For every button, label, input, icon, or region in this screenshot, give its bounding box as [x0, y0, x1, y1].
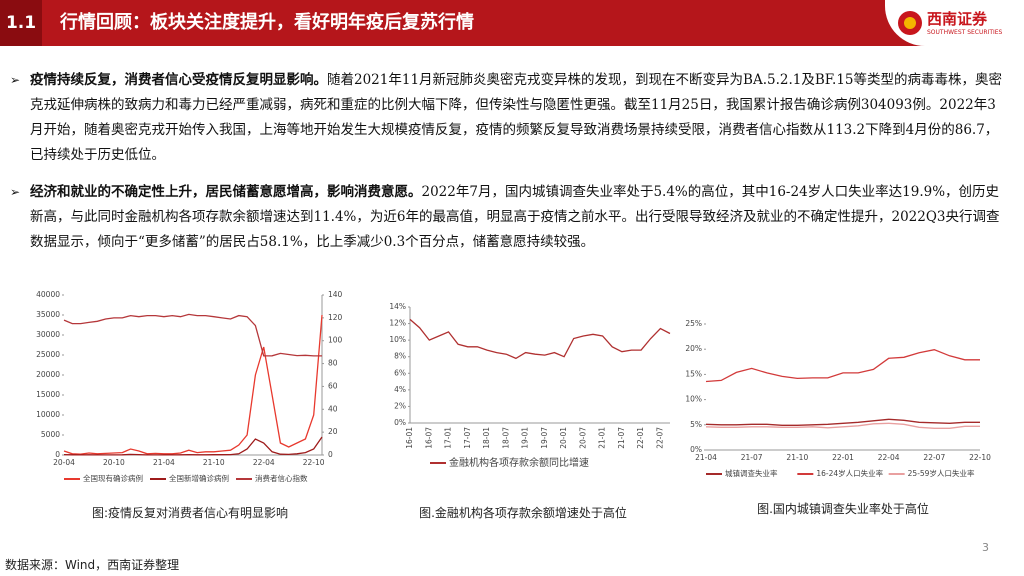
- y-tick-label: 20000: [36, 370, 60, 379]
- y-tick-label: 8%: [394, 352, 406, 361]
- bullet-lead: 经济和就业的不确定性上升，居民储蓄意愿增高，影响消费意愿。: [30, 184, 422, 200]
- x-tick-label: 20-01: [559, 427, 568, 449]
- x-tick-label: 22-07: [655, 427, 664, 449]
- x-tick-label: 20-04: [53, 458, 75, 467]
- chart-caption: 图:疫情反复对消费者信心有明显影响: [91, 506, 289, 520]
- data-line: [705, 418, 980, 426]
- y-tick-label: 5%: [690, 420, 702, 429]
- y-tick-label: 140: [328, 290, 343, 299]
- data-line: [409, 318, 671, 360]
- y-tick-label: 35000: [36, 310, 60, 319]
- x-tick-label: 17-07: [463, 427, 472, 449]
- x-tick-label: 18-07: [501, 427, 510, 449]
- x-tick-label: 16-07: [424, 427, 433, 449]
- y-tick-label: 6%: [394, 368, 406, 377]
- x-tick-label: 19-07: [540, 427, 549, 449]
- bullet-lead: 疫情持续反复，消费者信心受疫情反复明显影响。: [30, 72, 327, 88]
- bullet-text: 随着2021年11月新冠肺炎奥密克戎变异株的发现，到现在不断变异为BA.5.2.…: [30, 72, 1002, 163]
- y-tick-label: 0%: [394, 418, 406, 427]
- y-tick-label: 0: [55, 450, 60, 459]
- y-tick-label: 2%: [394, 401, 406, 410]
- bullet: ➢ 经济和就业的不确定性上升，居民储蓄意愿增高，影响消费意愿。2022年7月，国内…: [10, 184, 1000, 250]
- x-tick-label: 21-04: [153, 458, 175, 467]
- x-tick-label: 21-07: [741, 453, 763, 462]
- x-tick-label: 21-01: [598, 427, 607, 449]
- y-tick-label: 60: [328, 381, 338, 390]
- x-tick-label: 21-04: [695, 453, 717, 462]
- data-line: [705, 349, 980, 383]
- chart-caption: 图.国内城镇调查失业率处于高位: [757, 502, 929, 516]
- bullet-text: 2022年7月，国内城镇调查失业率处于5.4%的高位，其中16-24岁人口失业率…: [30, 184, 1000, 250]
- legend-label: 全国现有确诊病例: [83, 473, 143, 483]
- legend-label: 25-59岁人口失业率: [908, 468, 975, 478]
- legend-label: 16-24岁人口失业率: [816, 468, 883, 478]
- page-number: 3: [982, 541, 989, 554]
- y-tick-label: 80: [328, 359, 338, 368]
- y-tick-label: 100: [328, 336, 343, 345]
- data-line: [63, 313, 322, 357]
- header-bar: [0, 0, 1024, 46]
- y-tick-label: 20%: [685, 344, 702, 353]
- x-tick-label: 19-01: [521, 427, 530, 449]
- y-tick-label: 4%: [394, 385, 406, 394]
- y-tick-label: 20: [328, 427, 338, 436]
- footer-source: 数据来源：Wind，西南证券整理: [5, 558, 180, 572]
- bullet: ➢ 疫情持续反复，消费者信心受疫情反复明显影响。随着2021年11月新冠肺炎奥密克…: [10, 72, 1002, 163]
- y-tick-label: 10000: [36, 410, 60, 419]
- chart-caption: 图.金融机构各项存款余额增速处于高位: [419, 506, 627, 520]
- legend-label: 消费者信心指数: [255, 473, 308, 483]
- x-tick-label: 22-04: [253, 458, 275, 467]
- x-tick-label: 22-07: [923, 453, 945, 462]
- slide-title: 行情回顾：板块关注度提升，看好明年疫后复苏行情: [60, 12, 474, 33]
- y-tick-label: 12%: [389, 319, 406, 328]
- chart: 0% 5% 10% 15% 20% 25% 21-04 21-07 21-10 22-01 22-0…: [685, 319, 991, 478]
- x-tick-label: 21-10: [786, 453, 808, 462]
- chart: 0 5000 10000 15000 20000 25000 30000 35000 40000…: [36, 290, 343, 483]
- y-tick-label: 14%: [389, 302, 406, 311]
- y-tick-label: 30000: [36, 330, 60, 339]
- x-tick-label: 22-01: [636, 427, 645, 449]
- y-tick-label: 15%: [685, 369, 702, 378]
- x-tick-label: 16-01: [405, 427, 414, 449]
- x-tick-label: 22-04: [878, 453, 900, 462]
- legend-label: 全国新增确诊病例: [169, 473, 229, 483]
- y-tick-label: 10%: [685, 395, 702, 404]
- x-tick-label: 21-07: [617, 427, 626, 449]
- y-tick-label: 120: [328, 313, 343, 322]
- y-tick-label: 15000: [36, 390, 60, 399]
- y-tick-label: 5000: [41, 430, 60, 439]
- section-number: 1.1: [0, 0, 42, 46]
- legend-label: 金融机构各项存款余额同比增速: [449, 456, 589, 469]
- data-line: [63, 314, 323, 455]
- x-tick-label: 17-01: [444, 427, 453, 449]
- data-line: [705, 422, 980, 429]
- y-tick-label: 0: [328, 450, 333, 459]
- chart: 0% 2% 4% 6% 8% 10% 12% 14% 16-01 16-07 17-01 17-07 1…: [389, 302, 671, 469]
- x-tick-label: 21-10: [203, 458, 225, 467]
- y-tick-label: 25000: [36, 350, 60, 359]
- y-tick-label: 40000: [36, 290, 60, 299]
- x-tick-label: 20-10: [103, 458, 125, 467]
- y-tick-label: 10%: [389, 335, 406, 344]
- x-tick-label: 22-01: [832, 453, 854, 462]
- x-tick-label: 18-01: [482, 427, 491, 449]
- x-tick-label: 20-07: [578, 427, 587, 449]
- x-tick-label: 22-10: [303, 458, 325, 467]
- logo-icon: [898, 11, 922, 35]
- data-line: [63, 436, 323, 456]
- logo-subtext: SOUTHWEST SECURITIES: [927, 29, 1003, 36]
- x-tick-label: 22-10: [969, 453, 991, 462]
- legend-label: 城镇调查失业率: [725, 468, 778, 478]
- y-tick-label: 25%: [685, 319, 702, 328]
- logo-text: 西南证券: [927, 10, 988, 28]
- y-tick-label: 0%: [690, 445, 702, 454]
- y-tick-label: 40: [328, 404, 338, 413]
- logo-area: 西南证券 SOUTHWEST SECURITIES: [885, 0, 1024, 46]
